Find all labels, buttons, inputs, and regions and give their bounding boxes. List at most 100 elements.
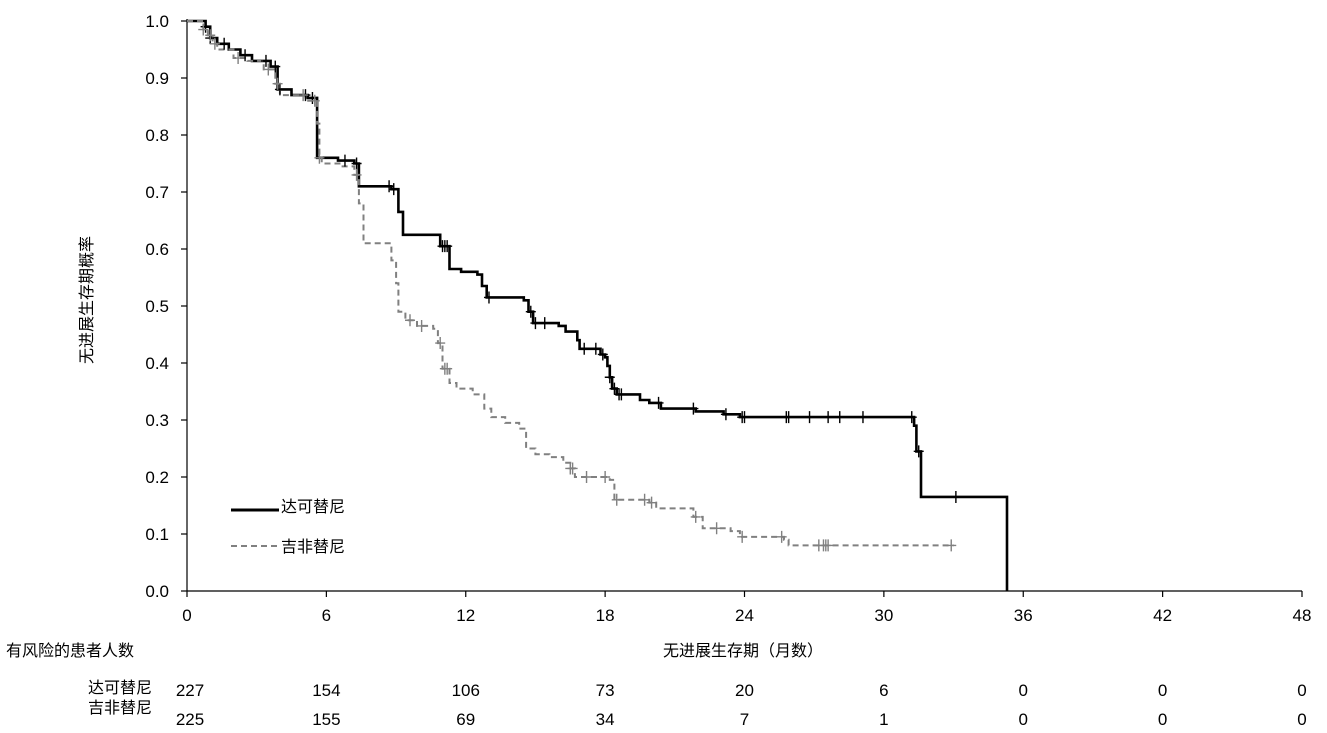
censor-mark-0 bbox=[442, 240, 453, 253]
censor-mark-1 bbox=[205, 29, 216, 42]
censor-mark-0 bbox=[240, 49, 251, 62]
censor-mark-0 bbox=[597, 348, 608, 361]
risk-value: 0 bbox=[1019, 710, 1028, 729]
censor-mark-1 bbox=[690, 510, 701, 523]
censor-mark-1 bbox=[416, 319, 427, 332]
censor-mark-1 bbox=[442, 362, 453, 375]
y-tick-label: 0.4 bbox=[145, 354, 169, 373]
risk-value: 106 bbox=[452, 681, 480, 700]
censor-mark-0 bbox=[804, 411, 815, 424]
censor-mark-0 bbox=[604, 371, 615, 384]
risk-value: 0 bbox=[1297, 710, 1306, 729]
legend-label-dacomitinib: 达可替尼 bbox=[281, 497, 345, 516]
y-tick-label: 0.8 bbox=[145, 126, 169, 145]
x-tick-label: 30 bbox=[874, 606, 893, 625]
risk-value: 0 bbox=[1297, 681, 1306, 700]
y-tick-label: 0.3 bbox=[145, 411, 169, 430]
y-tick-label: 0.1 bbox=[145, 525, 169, 544]
censor-mark-1 bbox=[646, 496, 657, 509]
censor-mark-0 bbox=[351, 157, 362, 170]
censor-mark-0 bbox=[783, 411, 794, 424]
censor-mark-1 bbox=[298, 89, 309, 102]
censor-mark-1 bbox=[314, 151, 325, 164]
risk-value: 73 bbox=[596, 681, 615, 700]
axes: 0.0 0.1 0.2 0.3 0.4 0.5 0.6 0.7 0.8 0.9 1.0 0 6 12 18 2… bbox=[145, 12, 1311, 625]
x-tick-label: 0 bbox=[182, 606, 191, 625]
risk-table-title: 有风险的患者人数 bbox=[6, 641, 134, 660]
x-tick-label: 12 bbox=[456, 606, 475, 625]
censor-mark-0 bbox=[857, 411, 868, 424]
censor-mark-1 bbox=[946, 539, 957, 552]
censor-mark-1 bbox=[233, 52, 244, 65]
censor-mark-1 bbox=[776, 530, 787, 543]
censor-mark-0 bbox=[388, 183, 399, 196]
censor-mark-0 bbox=[823, 411, 834, 424]
censor-mark-0 bbox=[913, 445, 924, 458]
x-tick-label: 18 bbox=[596, 606, 615, 625]
censor-mark-0 bbox=[384, 180, 395, 193]
risk-value: 34 bbox=[596, 710, 615, 729]
risk-value: 0 bbox=[1158, 681, 1167, 700]
censor-mark-1 bbox=[600, 471, 611, 483]
censor-mark-1 bbox=[405, 314, 415, 327]
risk-value: 0 bbox=[1158, 710, 1167, 729]
y-axis-title: 无进展生存期概率 bbox=[77, 236, 96, 364]
censor-mark-0 bbox=[530, 317, 541, 330]
risk-table: 有风险的患者人数 达可替尼 吉非替尼 227 154 106 73 20 6 0 0 0 225 1… bbox=[6, 641, 1307, 729]
censor-mark-1 bbox=[823, 539, 834, 552]
censor-mark-1 bbox=[351, 168, 362, 181]
risk-value: 6 bbox=[879, 681, 888, 700]
risk-value: 1 bbox=[879, 710, 888, 729]
x-tick-label: 42 bbox=[1153, 606, 1172, 625]
censor-marks bbox=[198, 20, 961, 552]
legend: 达可替尼 吉非替尼 bbox=[231, 497, 345, 556]
censor-mark-1 bbox=[198, 23, 209, 36]
censor-mark-1 bbox=[309, 94, 320, 107]
y-tick-label: 0.6 bbox=[145, 240, 169, 259]
censor-mark-0 bbox=[616, 388, 627, 401]
censor-mark-0 bbox=[270, 60, 281, 73]
risk-row-label-dacomitinib: 达可替尼 bbox=[88, 678, 152, 697]
y-tick-label: 0.2 bbox=[145, 468, 169, 487]
censor-mark-1 bbox=[737, 530, 748, 543]
censor-mark-0 bbox=[834, 411, 845, 424]
risk-value: 154 bbox=[312, 681, 340, 700]
censor-mark-0 bbox=[579, 342, 590, 355]
censor-mark-0 bbox=[525, 305, 536, 318]
risk-value: 7 bbox=[740, 710, 749, 729]
risk-values: 227 154 106 73 20 6 0 0 0 225 155 69 34 7 1 0 0 0 bbox=[176, 681, 1307, 729]
x-tick-label: 36 bbox=[1014, 606, 1033, 625]
y-tick-label: 0.5 bbox=[145, 297, 169, 316]
risk-row-label-gefitinib: 吉非替尼 bbox=[88, 698, 152, 717]
x-tick-label: 6 bbox=[322, 606, 331, 625]
censor-mark-1 bbox=[272, 77, 283, 90]
y-tick-label: 1.0 bbox=[145, 12, 169, 31]
x-axis-title: 无进展生存期（月数） bbox=[663, 641, 823, 660]
risk-value: 69 bbox=[456, 710, 475, 729]
censor-mark-0 bbox=[739, 411, 750, 424]
censor-mark-0 bbox=[950, 490, 961, 503]
censor-mark-0 bbox=[688, 402, 699, 415]
x-tick-label: 48 bbox=[1293, 606, 1312, 625]
censor-mark-0 bbox=[260, 54, 271, 67]
censor-mark-1 bbox=[209, 37, 220, 50]
censor-mark-0 bbox=[609, 382, 620, 395]
censor-mark-0 bbox=[219, 37, 230, 50]
censor-mark-0 bbox=[539, 317, 550, 330]
y-tick-label: 0.7 bbox=[145, 183, 169, 202]
censor-mark-1 bbox=[263, 63, 274, 76]
censor-mark-1 bbox=[435, 337, 446, 350]
censor-mark-0 bbox=[720, 408, 731, 421]
censor-mark-1 bbox=[611, 493, 622, 506]
censor-mark-0 bbox=[307, 91, 318, 104]
censor-mark-1 bbox=[639, 493, 650, 506]
x-tick-label: 24 bbox=[735, 606, 754, 625]
risk-value: 227 bbox=[176, 681, 204, 700]
censor-mark-1 bbox=[711, 522, 722, 535]
censor-mark-0 bbox=[906, 411, 917, 424]
censor-mark-0 bbox=[200, 20, 211, 33]
censor-mark-0 bbox=[339, 154, 350, 167]
y-tick-label: 0.9 bbox=[145, 69, 169, 88]
risk-value: 225 bbox=[176, 710, 204, 729]
